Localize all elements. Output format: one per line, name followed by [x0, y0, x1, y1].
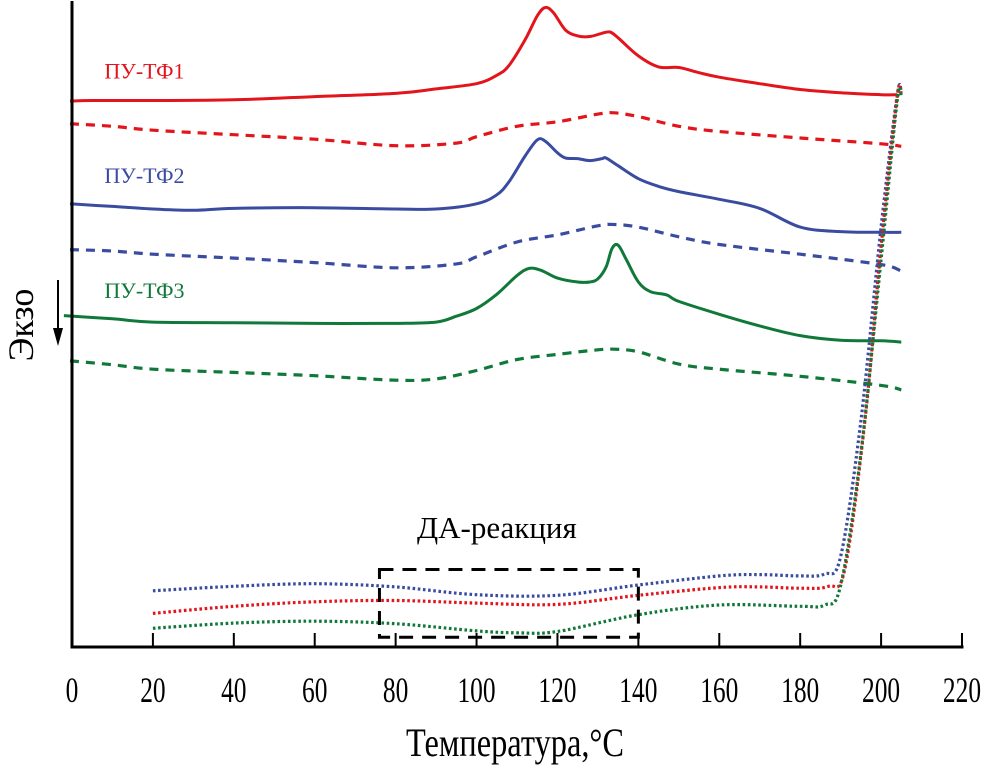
x-tick-label: 60 [302, 670, 327, 710]
series-layer [63, 5, 903, 635]
annotation-layer: ДА-реакция [377, 510, 640, 639]
x-tick-label: 220 [943, 670, 981, 710]
x-axis-title: Температура,°C [406, 720, 624, 765]
series-line-dotted-7 [152, 82, 903, 615]
y-axis-title: Экзо [1, 289, 41, 362]
series-line-dotted-8 [152, 85, 903, 635]
da-reaction-label: ДА-реакция [417, 510, 577, 545]
x-tick-label: 160 [700, 670, 738, 710]
series-labels: ПУ-ТФ1 ПУ-ТФ2 ПУ-ТФ3 [104, 59, 184, 304]
series-label: ПУ-ТФ3 [104, 278, 184, 303]
series-label: ПУ-ТФ2 [104, 163, 184, 188]
series-label: ПУ-ТФ1 [104, 59, 184, 84]
series-line-solid-4 [63, 242, 902, 344]
series-line-dashed-3 [69, 222, 902, 273]
series-line-dashed-1 [69, 110, 902, 148]
x-tick-label: 180 [781, 670, 819, 710]
x-tick-label: 20 [140, 670, 165, 710]
series-line-solid-2 [69, 137, 902, 234]
x-tick-label: 200 [862, 670, 900, 710]
exo-arrow-head-icon [53, 328, 63, 346]
series-line-dashed-5 [69, 347, 902, 392]
y-axis-title-group: Экзо [1, 280, 63, 361]
x-tick-label: 100 [457, 670, 495, 710]
series-line-dotted-6 [152, 82, 903, 598]
x-tick-label: 40 [221, 670, 246, 710]
da-reaction-box [377, 567, 640, 639]
x-tick-label: 0 [66, 670, 79, 710]
series-line-solid-0 [69, 5, 898, 103]
x-tick-label: 120 [538, 670, 576, 710]
x-tick-label: 80 [383, 670, 408, 710]
x-tick-label: 140 [619, 670, 657, 710]
axes: 0 20 40 60 80 100 120 140 160 180 200 220 [66, 1, 981, 710]
x-ticks: 0 20 40 60 80 100 120 140 160 180 200 220 [66, 633, 981, 710]
